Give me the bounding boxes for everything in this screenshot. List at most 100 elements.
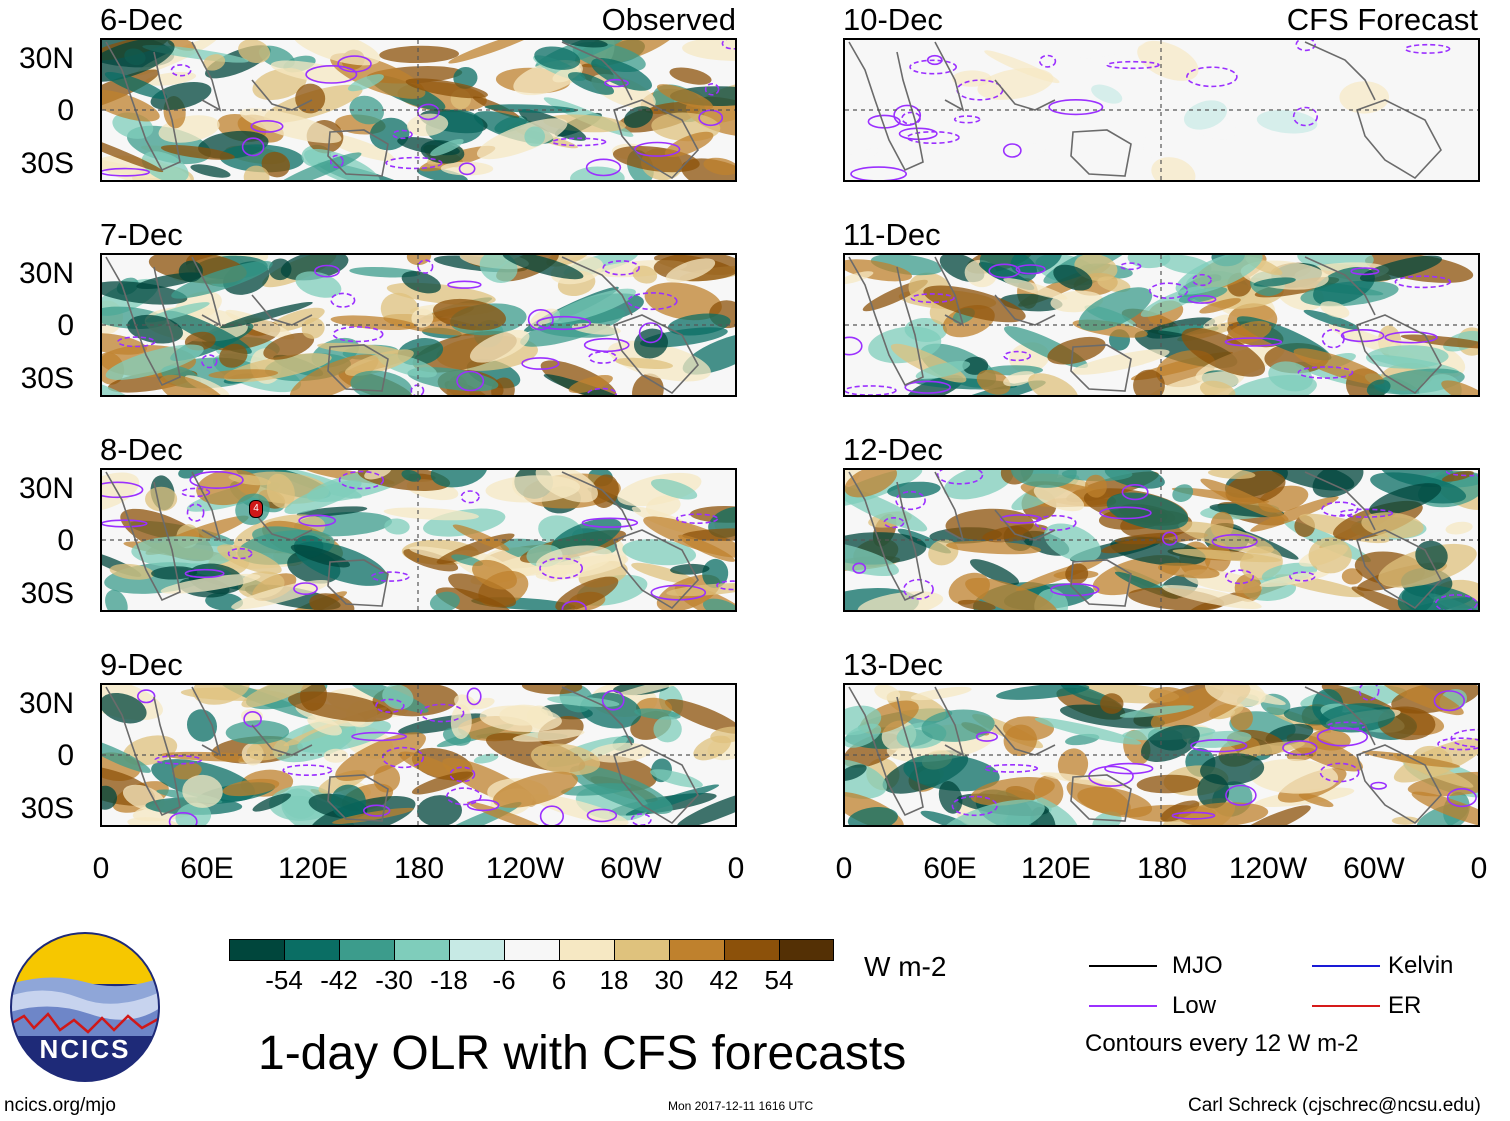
olr-blob	[1127, 255, 1171, 269]
olr-blob	[845, 271, 874, 285]
low-contour	[604, 78, 629, 88]
olr-blob	[102, 130, 164, 173]
olr-blob	[555, 576, 619, 610]
olr-blob	[163, 310, 252, 355]
olr-blob	[347, 74, 384, 92]
olr-blob	[995, 143, 1046, 172]
olr-blob	[1057, 748, 1089, 782]
olr-blob	[219, 343, 248, 368]
olr-blob	[1359, 255, 1443, 282]
olr-blob	[546, 255, 591, 267]
low-contour	[1338, 508, 1394, 518]
olr-blob	[476, 118, 568, 160]
legend-line-mjo	[1089, 965, 1157, 967]
olr-blob	[1003, 724, 1037, 757]
olr-blob	[1144, 370, 1245, 395]
low-contour	[330, 292, 356, 308]
olr-blob	[1028, 373, 1079, 395]
olr-blob	[102, 89, 160, 122]
colorbar-box	[284, 939, 340, 961]
olr-blob	[1061, 470, 1133, 482]
coastline	[848, 686, 1442, 825]
legend-label-kelvin: Kelvin	[1388, 952, 1454, 979]
olr-blob	[702, 558, 729, 589]
olr-blob	[1071, 349, 1170, 375]
olr-blob	[469, 329, 530, 363]
olr-blob	[1092, 811, 1122, 825]
low-contour	[1034, 514, 1077, 531]
olr-blob	[1101, 538, 1157, 554]
olr-blob	[252, 793, 292, 812]
olr-blob	[1100, 693, 1124, 714]
low-contour	[587, 387, 618, 395]
low-contour	[116, 336, 156, 348]
forecast-label: CFS Forecast	[1286, 2, 1478, 37]
lat-label-0: 0	[57, 94, 74, 127]
olr-blob	[102, 785, 117, 810]
low-contour	[845, 385, 897, 395]
low-contour	[602, 260, 640, 276]
lat-label-0: 0	[57, 309, 74, 342]
low-contour	[601, 690, 625, 711]
lon-label: 120E	[1020, 852, 1092, 885]
low-contour	[1384, 331, 1438, 344]
olr-blob	[102, 379, 137, 395]
olr-blob	[1178, 802, 1269, 825]
olr-blob	[669, 67, 712, 85]
low-contour	[351, 731, 408, 742]
lat-label-30s: 30S	[20, 147, 74, 180]
olr-field	[102, 470, 735, 610]
olr-blob	[1077, 786, 1153, 818]
olr-blob	[190, 164, 231, 178]
low-contour	[170, 64, 192, 77]
legend-note: Contours every 12 W m-2	[1085, 1030, 1359, 1057]
low-contour	[951, 795, 998, 817]
olr-blob	[1366, 345, 1449, 369]
low-contour	[1171, 811, 1216, 820]
olr-blob	[416, 167, 468, 180]
low-contour	[909, 59, 958, 75]
lat-label-30n: 30N	[18, 42, 74, 75]
olr-blob	[1368, 483, 1442, 516]
olr-blob	[301, 317, 325, 339]
low-contour	[536, 315, 592, 331]
olr-blob	[1060, 704, 1165, 729]
olr-blob	[297, 719, 391, 753]
low-contour	[1186, 66, 1238, 88]
olr-blob	[296, 506, 368, 517]
olr-blob	[109, 563, 155, 580]
low-contour	[906, 131, 960, 145]
olr-blob	[238, 40, 271, 64]
coastline	[105, 41, 699, 180]
olr-blob	[622, 539, 697, 566]
colorbar-label: -30	[375, 965, 413, 995]
low-contour	[1404, 43, 1451, 54]
low-contour	[999, 514, 1042, 524]
olr-blob	[382, 685, 414, 710]
ncics-logo[interactable]: NCICS	[10, 932, 160, 1082]
panel-date-9-dec: 9-Dec	[100, 647, 183, 682]
low-contour	[186, 503, 205, 522]
olr-blob	[145, 486, 178, 512]
colorbar-box	[504, 939, 560, 961]
olr-blob	[957, 599, 996, 610]
low-contour	[561, 600, 587, 610]
olr-blob	[1204, 685, 1266, 707]
footer-site-link[interactable]: ncics.org/mjo	[4, 1095, 116, 1116]
olr-blob	[417, 795, 462, 825]
olr-blob	[651, 478, 698, 500]
olr-blob	[429, 591, 460, 610]
olr-blob	[845, 470, 898, 498]
low-contour	[675, 513, 719, 525]
olr-blob	[384, 518, 410, 535]
low-contour	[201, 354, 218, 369]
olr-blob	[364, 470, 392, 480]
olr-field	[102, 40, 735, 180]
legend-line-kelvin	[1312, 965, 1380, 967]
low-contour	[1297, 366, 1354, 379]
low-contour	[1435, 594, 1478, 610]
olr-blob	[160, 144, 235, 160]
low-contour	[298, 514, 337, 527]
olr-blob	[102, 692, 147, 724]
olr-blob	[448, 573, 517, 608]
